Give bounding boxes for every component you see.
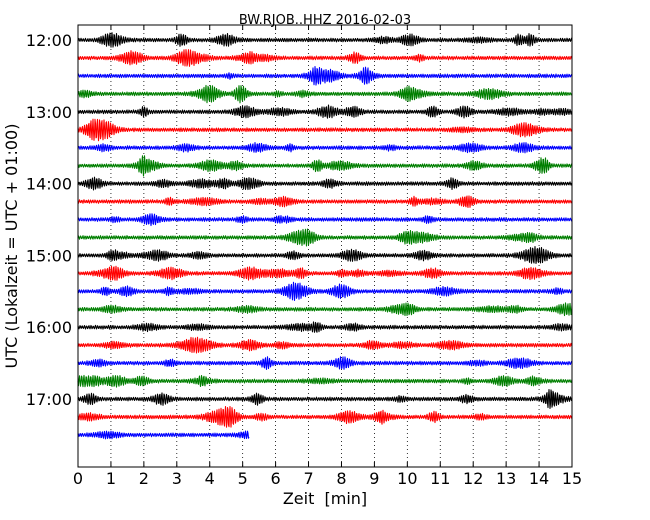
trace-row — [77, 228, 573, 247]
y-tick-label: 16:00 — [26, 318, 72, 337]
trace-row — [77, 246, 573, 265]
trace-row — [77, 321, 573, 333]
grid-lines — [110, 25, 540, 467]
x-tick-label: 8 — [336, 469, 346, 488]
trace-row — [77, 118, 573, 142]
y-tick-label: 13:00 — [26, 103, 72, 122]
y-tick-label: 15:00 — [26, 246, 72, 265]
trace-row — [77, 405, 573, 428]
y-tick-label: 12:00 — [26, 31, 72, 50]
trace-row — [77, 281, 573, 301]
x-tick-label: 12 — [463, 469, 483, 488]
x-tick-label: 1 — [106, 469, 116, 488]
x-tick-label: 7 — [303, 469, 313, 488]
trace-row — [77, 195, 573, 209]
x-tick-label: 5 — [238, 469, 248, 488]
plot-frame — [77, 24, 573, 468]
trace-row — [77, 302, 573, 317]
trace-row — [77, 84, 573, 104]
x-tick-label: 4 — [205, 469, 215, 488]
trace-row — [77, 356, 573, 370]
trace-row — [77, 48, 573, 67]
x-tick-label: 6 — [271, 469, 281, 488]
x-tick-label: 14 — [529, 469, 549, 488]
x-tick-label: 3 — [172, 469, 182, 488]
y-tick-label: 14:00 — [26, 175, 72, 194]
trace-row — [77, 142, 573, 154]
trace-row — [77, 430, 250, 440]
trace-row — [77, 265, 573, 281]
y-axis-label: UTC (Lokalzeit = UTC + 01:00) — [2, 124, 21, 369]
trace-row — [77, 336, 573, 354]
trace-rows — [77, 32, 573, 440]
x-tick-label: 2 — [139, 469, 149, 488]
trace-row — [77, 155, 573, 177]
x-tick-label: 11 — [430, 469, 450, 488]
x-axis-label: Zeit [min] — [283, 489, 367, 508]
trace-row — [77, 176, 573, 191]
x-tick-label: 15 — [562, 469, 582, 488]
trace-row — [77, 104, 573, 119]
x-tick-label: 10 — [397, 469, 417, 488]
x-tick-label: 13 — [496, 469, 516, 488]
trace-row — [77, 32, 573, 48]
y-axis-ticks: 12:00 13:00 14:00 15:00 16:00 17:00 — [26, 31, 572, 409]
chart-title: BW.RJOB..HHZ 2016-02-03 — [239, 13, 411, 28]
trace-row — [77, 388, 573, 409]
x-tick-label: 9 — [369, 469, 379, 488]
x-tick-label: 0 — [73, 469, 83, 488]
y-tick-label: 17:00 — [26, 390, 72, 409]
trace-row — [77, 374, 573, 388]
trace-row — [77, 213, 573, 227]
trace-row — [77, 66, 573, 86]
x-axis-ticks: 0 1 2 3 4 5 6 7 8 9 10 11 12 13 14 15 — [73, 25, 582, 488]
